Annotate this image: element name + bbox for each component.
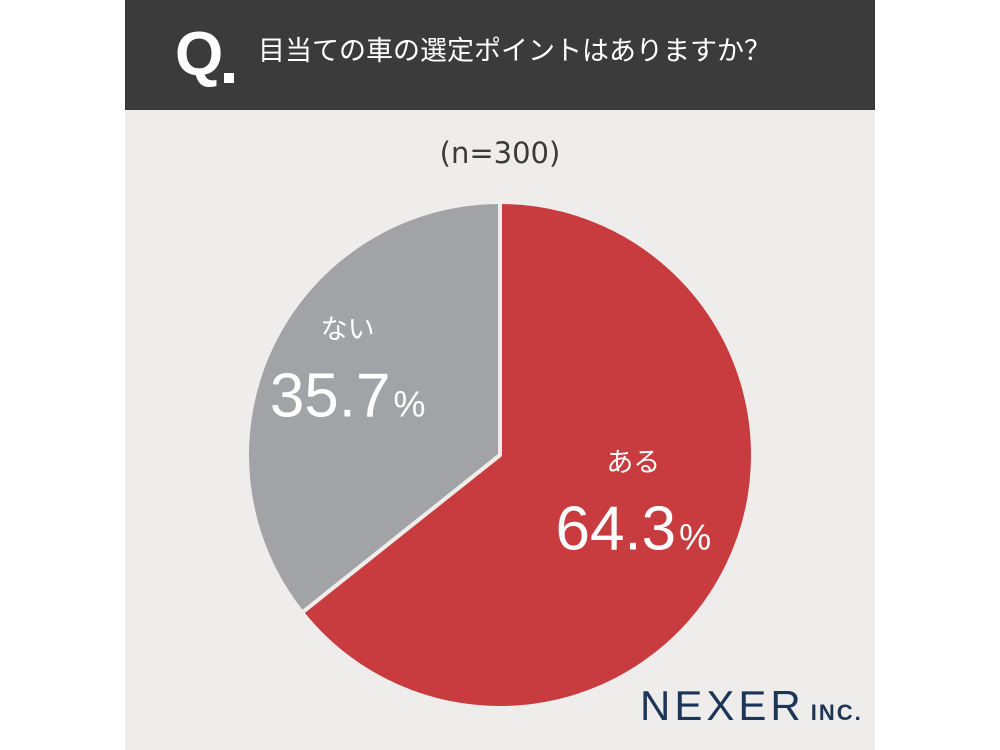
slice-category-label: ない [321, 314, 375, 345]
question-text: 目当ての車の選定ポイントはありますか？ [258, 36, 771, 67]
question-header: Q 目当ての車の選定ポイントはありますか？ [125, 0, 875, 110]
q-dot-icon [224, 73, 234, 83]
slice-category-label: ある [606, 447, 660, 478]
brand-suffix: INC. [810, 700, 863, 725]
brand-name: NEXER [640, 682, 805, 729]
pie-slice-no [245, 200, 502, 615]
nexer-logo: NEXER INC. [640, 682, 863, 730]
survey-card: Q 目当ての車の選定ポイントはありますか？ (n=300) ある 64.3% ない 3… [125, 0, 875, 750]
sample-size-label: (n=300) [439, 136, 561, 170]
q-mark: Q [175, 20, 224, 89]
pie-slice-yes [300, 200, 755, 710]
slice-value-label: 64.3% [555, 494, 711, 563]
